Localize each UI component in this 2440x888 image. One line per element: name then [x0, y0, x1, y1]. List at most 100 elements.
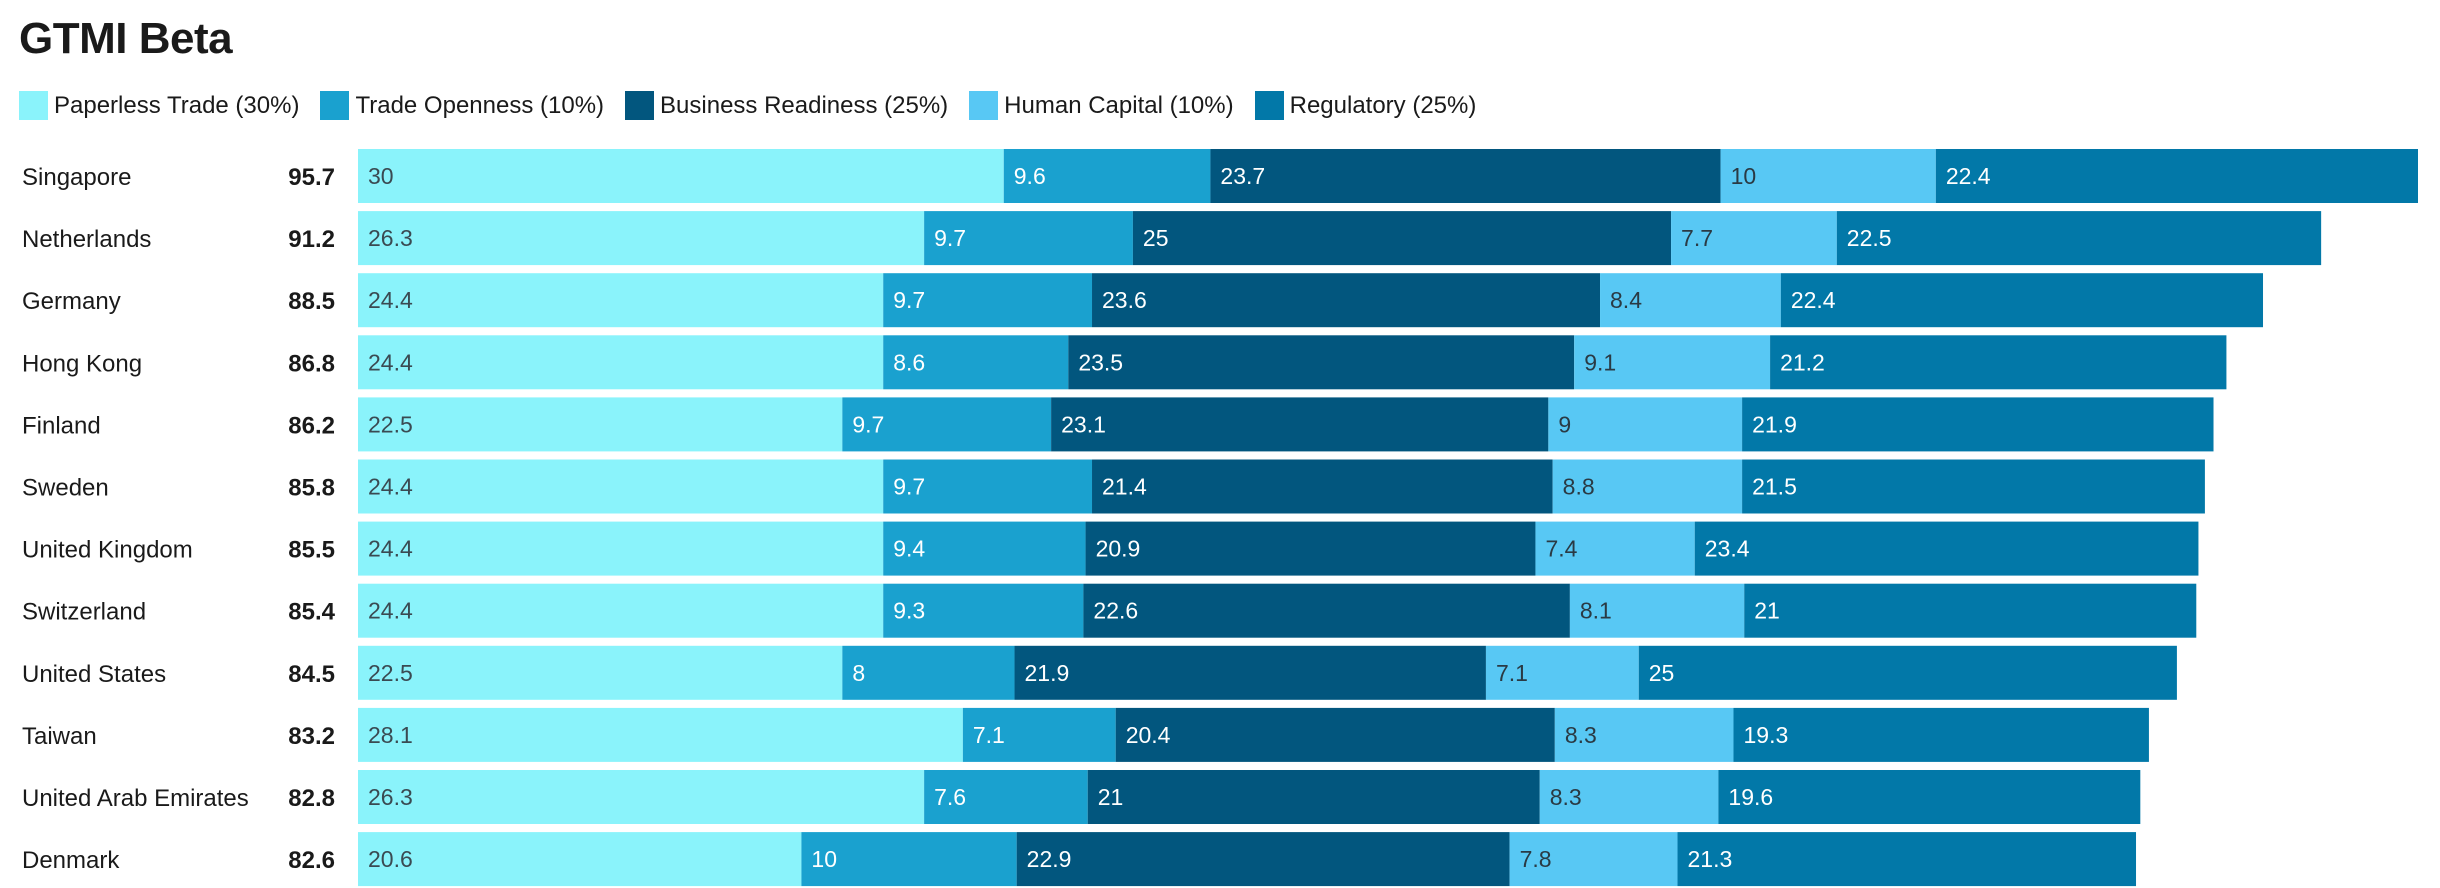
data-label: 22.4 — [1791, 287, 1836, 313]
bar-segment-human-capital-10[interactable] — [1548, 397, 1743, 452]
bar-segment-human-capital-10[interactable] — [1485, 645, 1639, 700]
bar-segment-business-readiness-25[interactable] — [1083, 583, 1570, 638]
bar-segment-trade-openness-10[interactable] — [883, 583, 1084, 638]
category-label: Sweden — [22, 475, 109, 502]
data-label: 7.1 — [973, 722, 1005, 748]
data-label: 19.3 — [1743, 722, 1788, 748]
bar-segment-trade-openness-10[interactable] — [842, 397, 1052, 452]
bar-segment-regulatory-25[interactable] — [1780, 273, 2264, 328]
data-label: 22.5 — [368, 660, 413, 686]
bar-segment-regulatory-25[interactable] — [1935, 149, 2418, 203]
data-label: 30 — [368, 163, 394, 189]
bar-segment-regulatory-25[interactable] — [1742, 397, 2214, 452]
data-label: 10 — [1731, 163, 1757, 189]
bar-segment-human-capital-10[interactable] — [1600, 273, 1781, 328]
data-label: 8.6 — [893, 349, 925, 375]
bar-segment-regulatory-25[interactable] — [1742, 459, 2205, 514]
bar-segment-trade-openness-10[interactable] — [924, 770, 1088, 824]
bar-segment-trade-openness-10[interactable] — [924, 211, 1133, 266]
bar-segment-paperless-trade-30[interactable] — [358, 707, 963, 762]
bar-segment-business-readiness-25[interactable] — [1115, 707, 1555, 762]
bar-segment-regulatory-25[interactable] — [1638, 645, 2177, 700]
data-label: 9.4 — [893, 536, 925, 562]
bar-segment-regulatory-25[interactable] — [1836, 211, 2322, 266]
bar-segment-regulatory-25[interactable] — [1770, 335, 2227, 390]
bar-segment-business-readiness-25[interactable] — [1014, 645, 1486, 700]
bar-segment-paperless-trade-30[interactable] — [358, 273, 884, 328]
bar-segment-business-readiness-25[interactable] — [1051, 397, 1549, 452]
bar-segment-business-readiness-25[interactable] — [1092, 273, 1601, 328]
data-label: 9.7 — [934, 225, 966, 251]
category-label: United Arab Emirates — [22, 785, 249, 812]
bar-row-united-states: United States 84.5 22.5 8 21.9 7.1 25 — [22, 645, 2177, 700]
bar-segment-business-readiness-25[interactable] — [1132, 211, 1672, 266]
data-label: 24.4 — [368, 287, 413, 313]
bar-segment-trade-openness-10[interactable] — [801, 832, 1017, 887]
bar-segment-trade-openness-10[interactable] — [842, 645, 1015, 700]
category-label: Finland — [22, 412, 101, 439]
bar-segment-human-capital-10[interactable] — [1539, 770, 1719, 824]
data-label: 10 — [811, 846, 837, 872]
legend-swatch — [19, 91, 48, 120]
bar-segment-paperless-trade-30[interactable] — [358, 770, 925, 824]
legend-item-regulatory-25: Regulatory (25%) — [1254, 91, 1477, 120]
bar-segment-business-readiness-25[interactable] — [1210, 149, 1721, 203]
bar-segment-human-capital-10[interactable] — [1569, 583, 1745, 638]
bar-segment-paperless-trade-30[interactable] — [358, 459, 884, 514]
bar-segment-trade-openness-10[interactable] — [883, 459, 1093, 514]
bar-segment-trade-openness-10[interactable] — [883, 335, 1069, 390]
bar-segment-human-capital-10[interactable] — [1574, 335, 1771, 390]
bar-segment-regulatory-25[interactable] — [1718, 770, 2141, 824]
bar-segment-paperless-trade-30[interactable] — [358, 832, 802, 887]
bar-segment-trade-openness-10[interactable] — [962, 707, 1116, 762]
data-label: 8.1 — [1580, 598, 1612, 624]
bar-segment-paperless-trade-30[interactable] — [358, 645, 843, 700]
bar-segment-business-readiness-25[interactable] — [1016, 832, 1510, 887]
category-label: Denmark — [22, 847, 120, 874]
bar-segment-regulatory-25[interactable] — [1677, 832, 2137, 887]
bar-segment-paperless-trade-30[interactable] — [358, 583, 884, 638]
bar-segment-human-capital-10[interactable] — [1671, 211, 1837, 266]
data-label: 21.3 — [1688, 846, 1733, 872]
bar-segment-trade-openness-10[interactable] — [883, 273, 1093, 328]
data-label: 24.4 — [368, 536, 413, 562]
bar-segment-business-readiness-25[interactable] — [1092, 459, 1553, 514]
bar-segment-paperless-trade-30[interactable] — [358, 521, 884, 576]
category-label: Hong Kong — [22, 350, 142, 377]
bar-segment-paperless-trade-30[interactable] — [358, 397, 843, 452]
bar-segment-paperless-trade-30[interactable] — [358, 149, 1004, 203]
bar-segment-human-capital-10[interactable] — [1554, 707, 1734, 762]
bar-segment-regulatory-25[interactable] — [1733, 707, 2149, 762]
bar-segment-human-capital-10[interactable] — [1720, 149, 1936, 203]
bar-row-netherlands: Netherlands 91.2 26.3 9.7 25 7.7 22.5 — [22, 211, 2322, 266]
bar-segment-paperless-trade-30[interactable] — [358, 335, 884, 390]
data-label: 20.9 — [1096, 536, 1141, 562]
data-label: 7.8 — [1520, 846, 1552, 872]
data-label: 9.7 — [852, 411, 884, 437]
data-label: 28.1 — [368, 722, 413, 748]
bar-row-singapore: Singapore 95.7 30 9.6 23.7 10 22.4 — [22, 149, 2418, 203]
bar-segment-trade-openness-10[interactable] — [883, 521, 1086, 576]
legend-swatch — [1254, 91, 1284, 120]
bar-segment-paperless-trade-30[interactable] — [358, 211, 925, 266]
data-label: 24.4 — [368, 598, 413, 624]
bar-segment-human-capital-10[interactable] — [1535, 521, 1695, 576]
total-label: 85.8 — [288, 475, 335, 502]
legend-swatch — [625, 91, 655, 120]
legend-label: Human Capital (10%) — [1004, 91, 1234, 119]
bar-segment-business-readiness-25[interactable] — [1068, 335, 1575, 390]
bar-segment-business-readiness-25[interactable] — [1087, 770, 1540, 824]
bar-segment-regulatory-25[interactable] — [1744, 583, 2197, 638]
data-label: 21 — [1098, 784, 1124, 810]
legend-label: Regulatory (25%) — [1289, 91, 1477, 119]
bar-segment-human-capital-10[interactable] — [1552, 459, 1743, 514]
bar-segment-business-readiness-25[interactable] — [1085, 521, 1536, 576]
data-label: 22.5 — [368, 411, 413, 437]
total-label: 84.5 — [288, 661, 335, 688]
bar-segment-human-capital-10[interactable] — [1509, 832, 1678, 887]
data-label: 26.3 — [368, 225, 413, 251]
bar-segment-trade-openness-10[interactable] — [1003, 149, 1211, 203]
total-label: 83.2 — [288, 723, 335, 750]
bar-segment-regulatory-25[interactable] — [1694, 521, 2199, 576]
category-label: Netherlands — [22, 226, 151, 253]
